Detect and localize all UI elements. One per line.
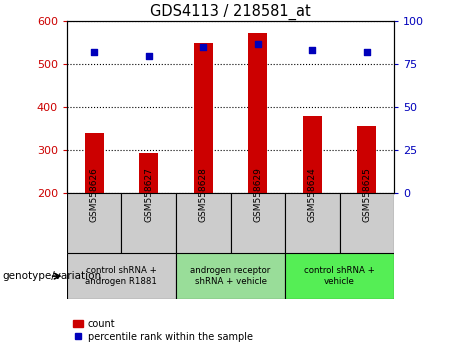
Point [200,44,207,50]
Bar [303,116,322,193]
Point [90,49,98,55]
Bar [121,193,176,253]
Text: GSM558624: GSM558624 [308,167,317,222]
Bar [230,193,285,253]
Text: GSM558625: GSM558625 [362,167,372,222]
Point [145,53,152,58]
Bar [176,193,230,253]
Text: GSM558628: GSM558628 [199,167,208,222]
Bar [248,33,267,193]
Title: GDS4113 / 218581_at: GDS4113 / 218581_at [150,4,311,20]
Text: GSM558626: GSM558626 [89,167,99,222]
Point [308,47,316,53]
Point [254,41,261,46]
Bar [194,43,213,193]
Bar [67,253,176,299]
Bar [139,153,158,193]
Bar [340,193,394,253]
Text: genotype/variation: genotype/variation [2,271,101,281]
Bar [176,253,285,299]
Bar [285,193,340,253]
Text: GSM558629: GSM558629 [253,167,262,222]
Bar [357,126,377,193]
Bar [285,253,394,299]
Legend: count, percentile rank within the sample: count, percentile rank within the sample [70,315,257,346]
Text: control shRNA +
vehicle: control shRNA + vehicle [304,267,375,286]
Text: androgen receptor
shRNA + vehicle: androgen receptor shRNA + vehicle [190,267,271,286]
Bar [84,133,104,193]
Text: control shRNA +
androgen R1881: control shRNA + androgen R1881 [85,267,157,286]
Point [363,49,371,55]
Text: GSM558627: GSM558627 [144,167,153,222]
Bar [67,193,121,253]
